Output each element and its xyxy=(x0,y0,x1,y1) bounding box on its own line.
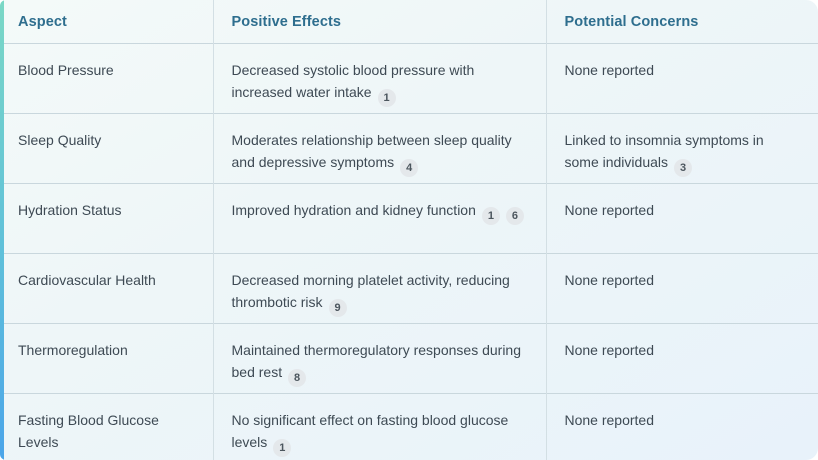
table-row: Sleep Quality Moderates relationship betw… xyxy=(0,113,818,184)
positive-effects-cell: Decreased systolic blood pressure with i… xyxy=(212,43,546,114)
cell-text: None reported xyxy=(564,342,655,358)
potential-concerns-cell: None reported xyxy=(545,393,818,460)
table-row: Cardiovascular Health Decreased morning p… xyxy=(0,253,818,324)
cell-text: None reported xyxy=(564,62,655,78)
cell-text: Moderates relationship between sleep qua… xyxy=(231,132,512,170)
aspect-cell: Cardiovascular Health xyxy=(0,253,213,324)
cell-text: None reported xyxy=(564,412,655,428)
cell-text: Blood Pressure xyxy=(18,62,114,78)
accent-gradient-border xyxy=(0,0,4,460)
aspect-cell: Sleep Quality xyxy=(0,113,213,184)
citation-badge[interactable]: 1 xyxy=(273,439,292,457)
cell-text: Maintained thermoregulatory responses du… xyxy=(231,342,522,380)
cell-text: Improved hydration and kidney function xyxy=(231,202,476,218)
potential-concerns-cell: Linked to insomnia symptoms in some indi… xyxy=(545,113,818,184)
positive-effects-cell: Improved hydration and kidney function 1 6 xyxy=(212,183,546,254)
aspect-cell: Fasting Blood Glucose Levels xyxy=(0,393,213,460)
table-row: Fasting Blood Glucose Levels No significa… xyxy=(0,393,818,460)
potential-concerns-cell: None reported xyxy=(545,323,818,394)
table-body: Blood Pressure Decreased systolic blood p… xyxy=(0,43,818,460)
table-row: Blood Pressure Decreased systolic blood p… xyxy=(0,43,818,114)
column-header-aspect: Aspect xyxy=(18,13,67,30)
citation-badge[interactable]: 1 xyxy=(481,207,500,225)
cell-text: Hydration Status xyxy=(18,202,122,218)
potential-concerns-cell: None reported xyxy=(545,183,818,254)
positive-effects-cell: Maintained thermoregulatory responses du… xyxy=(212,323,546,394)
aspect-cell: Blood Pressure xyxy=(0,43,213,114)
cell-text: Cardiovascular Health xyxy=(18,272,156,288)
table-row: Thermoregulation Maintained thermoregulat… xyxy=(0,323,818,394)
cell-text: Decreased morning platelet activity, red… xyxy=(231,272,510,310)
potential-concerns-cell: None reported xyxy=(545,43,818,114)
cell-text: No significant effect on fasting blood g… xyxy=(231,412,509,450)
citation-badge[interactable]: 1 xyxy=(377,89,396,107)
cell-text: Thermoregulation xyxy=(18,342,128,358)
header-row: Aspect Positive Effects Potential Concer… xyxy=(0,0,818,44)
cell-text: None reported xyxy=(564,272,655,288)
positive-effects-cell: No significant effect on fasting blood g… xyxy=(212,393,546,460)
citation-badge[interactable]: 6 xyxy=(505,207,524,225)
citation-badge[interactable]: 4 xyxy=(400,159,419,177)
aspect-cell: Hydration Status xyxy=(0,183,213,254)
potential-concerns-cell: None reported xyxy=(545,253,818,324)
positive-effects-cell: Decreased morning platelet activity, red… xyxy=(212,253,546,324)
cell-text: None reported xyxy=(564,202,655,218)
cell-text: Fasting Blood Glucose Levels xyxy=(18,412,159,450)
citation-badge[interactable]: 8 xyxy=(288,369,307,387)
cell-text: Linked to insomnia symptoms in some indi… xyxy=(564,132,764,170)
column-header-potential-concerns: Potential Concerns xyxy=(545,0,818,44)
citation-badge[interactable]: 9 xyxy=(328,299,347,317)
citation-badge[interactable]: 3 xyxy=(674,159,692,177)
cell-text: Sleep Quality xyxy=(18,132,102,148)
table-row: Hydration Status Improved hydration and k… xyxy=(0,183,818,254)
positive-effects-cell: Moderates relationship between sleep qua… xyxy=(212,113,546,184)
aspect-cell: Thermoregulation xyxy=(0,323,213,394)
column-header-positive-effects: Positive Effects xyxy=(212,0,546,44)
cell-text: Decreased systolic blood pressure with i… xyxy=(231,62,475,100)
